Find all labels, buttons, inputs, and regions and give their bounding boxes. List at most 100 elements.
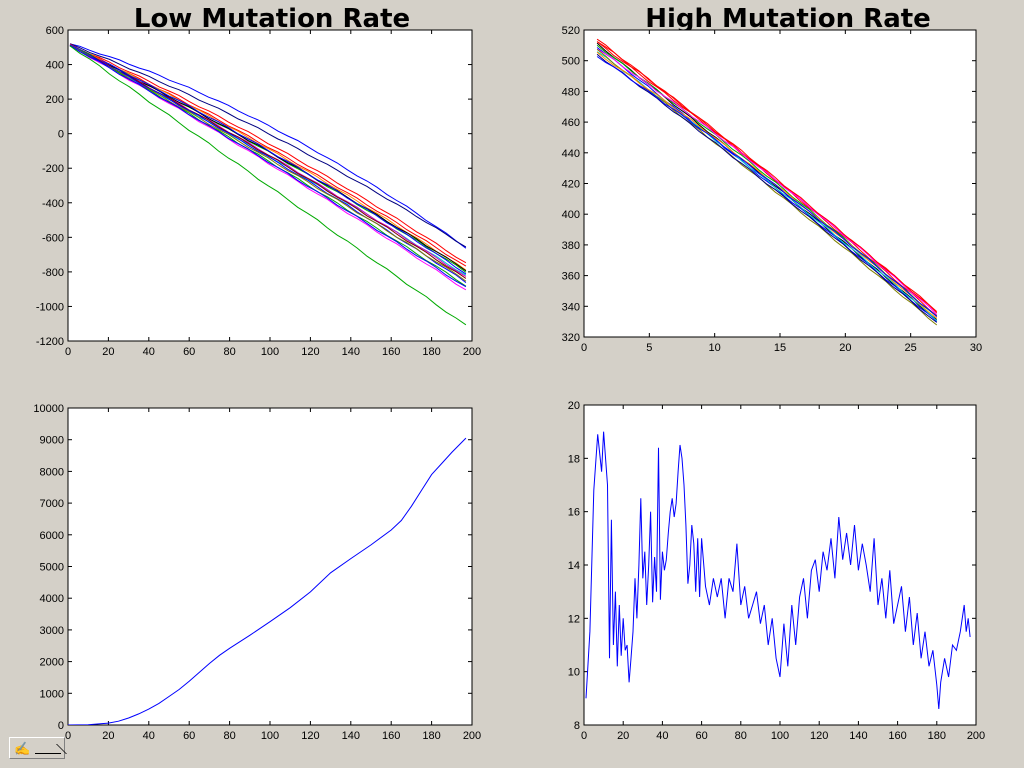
y-tick-label: 440 xyxy=(562,148,580,160)
y-tick-label: -400 xyxy=(42,198,64,210)
top-left-series-line xyxy=(69,43,467,249)
y-tick-label: 360 xyxy=(562,271,580,283)
top-right-series-line xyxy=(596,48,938,315)
y-tick-label: 320 xyxy=(562,332,580,344)
top-left-series-line xyxy=(69,44,467,275)
x-tick-label: 200 xyxy=(463,730,481,742)
x-tick-label: 20 xyxy=(102,730,114,742)
y-tick-label: 7000 xyxy=(40,498,64,510)
y-tick-label: 10000 xyxy=(33,403,64,415)
y-tick-label: 14 xyxy=(568,560,580,572)
bottom-left-series-line xyxy=(68,437,467,725)
x-tick-label: 20 xyxy=(102,346,114,358)
top-left-series-line xyxy=(69,44,467,288)
top-left-series-line xyxy=(69,45,467,279)
x-tick-label: 30 xyxy=(970,342,982,354)
top-left-series-line xyxy=(69,44,467,267)
right-column-title: High Mutation Rate xyxy=(645,4,931,34)
x-tick-label: 40 xyxy=(143,730,155,742)
y-tick-label: 380 xyxy=(562,240,580,252)
bottom-right-series-line xyxy=(585,431,971,710)
x-tick-label: 180 xyxy=(928,730,946,742)
x-tick-label: 0 xyxy=(65,730,71,742)
y-tick-label: 18 xyxy=(568,453,580,465)
y-tick-label: 8000 xyxy=(40,466,64,478)
y-tick-label: 10 xyxy=(568,667,580,679)
x-tick-label: 160 xyxy=(382,730,400,742)
y-tick-label: 2000 xyxy=(40,657,64,669)
x-tick-label: 160 xyxy=(382,346,400,358)
x-tick-label: 100 xyxy=(261,346,279,358)
x-tick-label: 5 xyxy=(646,342,652,354)
y-tick-label: -1000 xyxy=(36,301,64,313)
y-tick-label: 420 xyxy=(562,179,580,191)
x-tick-label: 40 xyxy=(143,346,155,358)
plot-tools-button[interactable]: ✍ xyxy=(9,737,65,759)
top-left-series-line xyxy=(69,44,467,291)
y-tick-label: 8 xyxy=(574,720,580,732)
x-tick-label: 60 xyxy=(183,730,195,742)
y-tick-label: 520 xyxy=(562,25,580,37)
y-tick-label: 500 xyxy=(562,56,580,68)
x-tick-label: 140 xyxy=(342,346,360,358)
x-tick-label: 20 xyxy=(617,730,629,742)
top-right-series-line xyxy=(596,53,938,323)
x-tick-label: 15 xyxy=(774,342,786,354)
plot-area xyxy=(67,407,473,726)
top-right-axes: 0 5 10 15 20 25 30 520 500 480 460 440 420 400 380 360 3… xyxy=(562,25,982,354)
x-tick-label: 60 xyxy=(183,346,195,358)
y-tick-label: 0 xyxy=(58,129,64,141)
y-tick-label: 480 xyxy=(562,86,580,98)
y-tick-label: 3000 xyxy=(40,625,64,637)
x-tick-label: 0 xyxy=(65,346,71,358)
x-tick-label: 20 xyxy=(839,342,851,354)
x-tick-label: 0 xyxy=(581,730,587,742)
top-left-axes: 0 20 40 60 80 100 120 140 160 180 200 600 400 200 0 -20… xyxy=(36,25,481,358)
y-tick-label: 600 xyxy=(46,25,64,37)
x-tick-label: 120 xyxy=(810,730,828,742)
y-tick-label: 340 xyxy=(562,301,580,313)
y-tick-label: 12 xyxy=(568,613,580,625)
x-tick-label: 120 xyxy=(301,346,319,358)
y-tick-label: 200 xyxy=(46,94,64,106)
x-tick-label: 140 xyxy=(849,730,867,742)
y-tick-label: 400 xyxy=(46,60,64,72)
hand-cursor-icon: ✍ xyxy=(14,740,31,756)
x-tick-label: 200 xyxy=(463,346,481,358)
top-left-series-line xyxy=(69,45,467,271)
x-tick-label: 25 xyxy=(905,342,917,354)
top-left-series-line xyxy=(69,43,467,248)
y-tick-label: 6000 xyxy=(40,530,64,542)
top-left-series-line xyxy=(69,45,467,326)
y-tick-label: 400 xyxy=(562,209,580,221)
y-tick-label: -200 xyxy=(42,163,64,175)
left-column-title: Low Mutation Rate xyxy=(133,4,411,34)
x-tick-label: 120 xyxy=(301,730,319,742)
y-tick-label: 1000 xyxy=(40,688,64,700)
y-tick-label: -600 xyxy=(42,232,64,244)
y-tick-label: 9000 xyxy=(40,435,64,447)
x-tick-label: 160 xyxy=(888,730,906,742)
x-tick-label: 80 xyxy=(223,730,235,742)
x-tick-label: 40 xyxy=(656,730,668,742)
draw-line-icon xyxy=(35,742,62,754)
bottom-right-axes: 0 20 40 60 80 100 120 140 160 180 200 20 18 16 14 12 10 8 xyxy=(568,400,985,742)
x-tick-label: 80 xyxy=(223,346,235,358)
y-tick-label: 16 xyxy=(568,507,580,519)
x-tick-label: 100 xyxy=(261,730,279,742)
y-tick-label: 20 xyxy=(568,400,580,412)
x-tick-label: 200 xyxy=(967,730,985,742)
top-right-series-line xyxy=(596,41,938,314)
x-tick-label: 140 xyxy=(342,730,360,742)
x-tick-label: 180 xyxy=(422,346,440,358)
x-tick-label: 180 xyxy=(422,730,440,742)
y-tick-label: 0 xyxy=(58,720,64,732)
y-tick-label: 5000 xyxy=(40,562,64,574)
y-tick-label: 460 xyxy=(562,117,580,129)
x-tick-label: 10 xyxy=(709,342,721,354)
bottom-left-axes: 0 20 40 60 80 100 120 140 160 180 2001000090008000… xyxy=(33,403,481,742)
y-tick-label: 4000 xyxy=(40,593,64,605)
x-tick-label: 80 xyxy=(735,730,747,742)
